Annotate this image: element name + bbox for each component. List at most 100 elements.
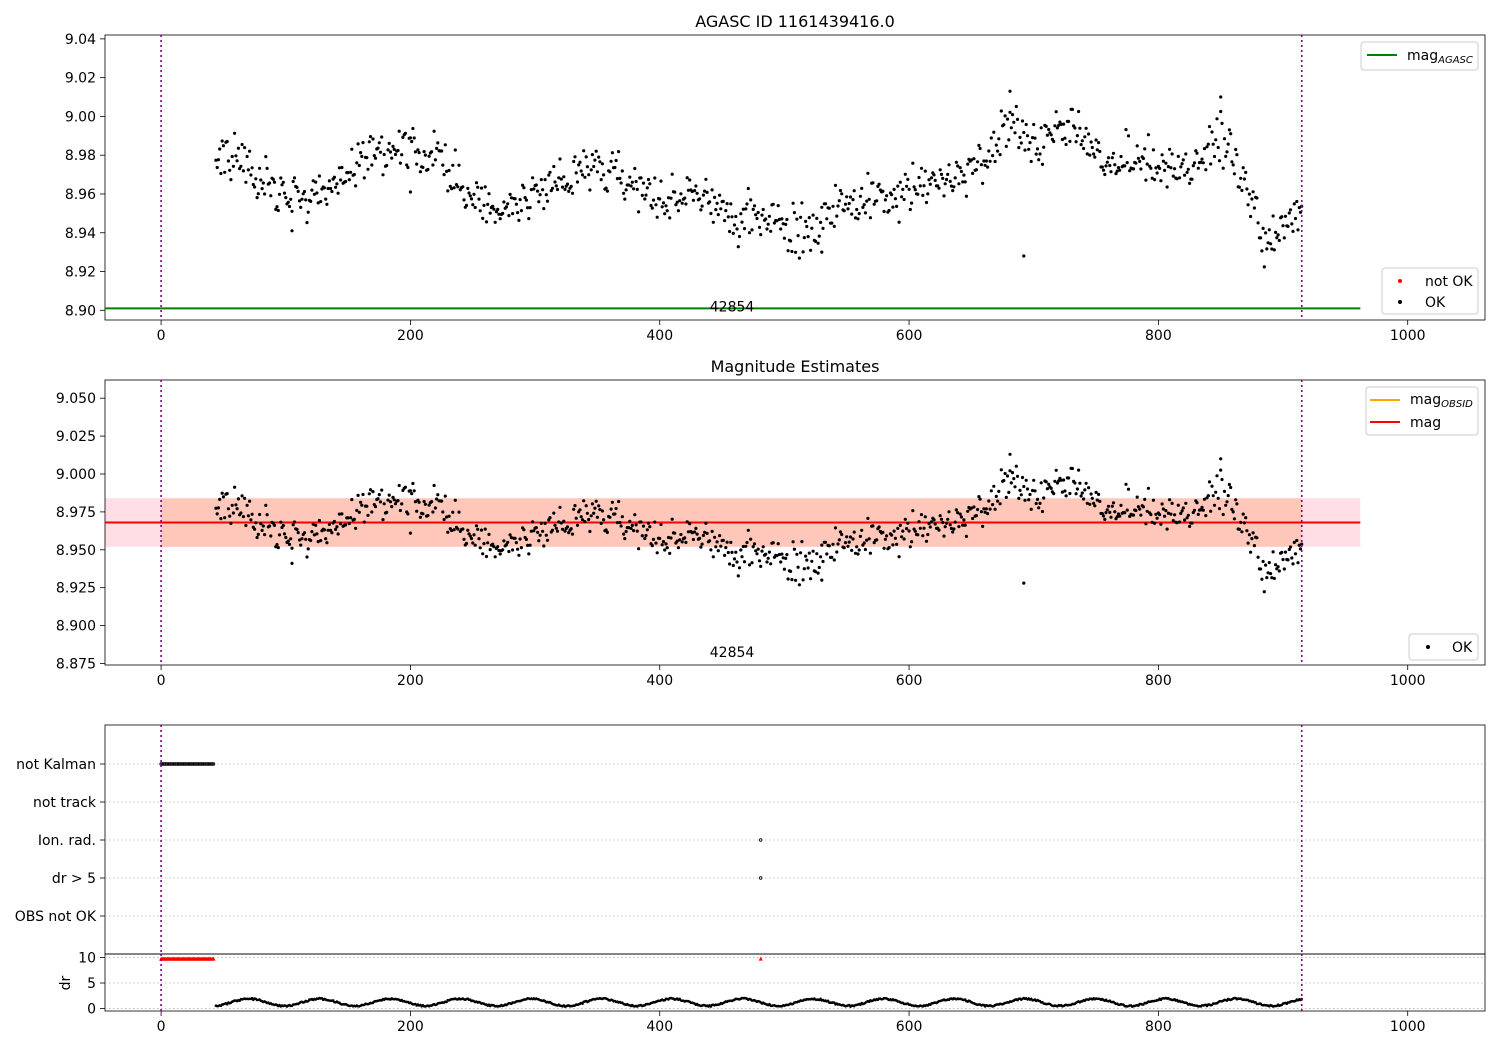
- ok-point: [701, 193, 706, 197]
- ok-point: [629, 184, 633, 188]
- ok-point: [974, 168, 979, 172]
- ok-point: [423, 502, 427, 506]
- ok-point: [522, 528, 526, 532]
- ok-point: [862, 203, 866, 207]
- ok-point: [246, 514, 250, 518]
- ok-point: [705, 190, 709, 194]
- ok-point: [634, 523, 638, 527]
- ok-point: [637, 210, 641, 214]
- ok-point: [1179, 165, 1183, 169]
- ok-point: [1291, 229, 1295, 233]
- ok-point: [491, 204, 495, 208]
- ok-point: [593, 506, 597, 510]
- ok-point: [680, 540, 684, 544]
- ok-point: [350, 147, 354, 151]
- ok-point: [875, 538, 879, 542]
- ok-point: [979, 163, 984, 167]
- ok-point: [1022, 130, 1026, 135]
- ok-point: [337, 512, 341, 516]
- ok-point: [1291, 562, 1295, 566]
- ok-point: [1194, 149, 1198, 153]
- ok-point: [1113, 510, 1117, 514]
- ok-point: [908, 545, 912, 549]
- ok-point: [236, 497, 240, 501]
- ok-point: [618, 176, 622, 180]
- ok-point: [474, 181, 479, 185]
- ok-point: [609, 159, 613, 163]
- ok-point: [516, 211, 520, 215]
- ok-point: [1217, 159, 1222, 163]
- ok-point: [281, 523, 285, 528]
- ok-point: [976, 160, 980, 164]
- ok-point: [1293, 216, 1298, 221]
- ok-point: [243, 496, 247, 500]
- ok-point: [911, 161, 915, 165]
- ok-point: [614, 506, 618, 511]
- ok-point: [575, 523, 580, 527]
- ok-point: [943, 182, 947, 186]
- ok-point: [300, 197, 304, 201]
- ok-point: [1184, 501, 1188, 505]
- ok-point: [1207, 480, 1212, 484]
- ok-point: [1204, 514, 1208, 518]
- ok-point: [349, 170, 353, 174]
- ok-point: [1064, 494, 1068, 498]
- ok-point: [885, 194, 889, 198]
- ok-point: [640, 534, 644, 538]
- ok-point: [518, 537, 522, 541]
- ok-point: [1028, 141, 1032, 145]
- ok-point: [653, 520, 657, 524]
- ok-point: [483, 527, 487, 531]
- ok-point: [287, 204, 292, 209]
- ok-point: [632, 187, 636, 191]
- ok-point: [554, 526, 558, 530]
- ok-point: [832, 224, 836, 228]
- ok-point: [214, 158, 218, 162]
- ok-point: [1055, 126, 1059, 130]
- ok-point: [1196, 166, 1200, 170]
- ok-point: [1242, 521, 1246, 525]
- ok-point: [1159, 522, 1163, 526]
- ok-point: [1077, 468, 1081, 472]
- ok-point: [597, 504, 601, 508]
- ok-point: [356, 142, 360, 146]
- agasc-x-tick-label: 400: [646, 328, 673, 344]
- ok-point: [661, 201, 666, 205]
- ok-point: [220, 491, 224, 495]
- ok-point: [988, 507, 992, 511]
- ok-point: [685, 520, 689, 524]
- ok-point: [1047, 127, 1051, 132]
- ok-point: [1092, 501, 1096, 505]
- ok-point: [469, 197, 474, 201]
- ok-point: [226, 507, 230, 511]
- ok-point: [1110, 504, 1114, 508]
- ok-point: [1084, 126, 1088, 130]
- ok-point: [779, 227, 783, 231]
- ok-point: [400, 153, 404, 157]
- ok-point: [1180, 162, 1184, 166]
- ok-point: [1013, 131, 1017, 135]
- ok-point: [744, 544, 748, 548]
- ok-point: [1053, 124, 1057, 128]
- ok-point: [1019, 493, 1023, 497]
- ok-point: [624, 529, 628, 534]
- ok-point: [1158, 166, 1162, 170]
- ok-point: [1079, 494, 1083, 498]
- ok-point: [1105, 160, 1109, 164]
- ok-point: [622, 191, 626, 195]
- ok-point: [1206, 494, 1210, 498]
- ok-point: [714, 208, 718, 212]
- ok-point: [1151, 498, 1155, 502]
- ok-point: [1246, 203, 1250, 207]
- ok-point: [315, 191, 319, 195]
- dr-high-marker: [758, 956, 763, 961]
- ok-point: [1118, 514, 1122, 518]
- ok-point: [860, 186, 864, 190]
- ok-point: [1164, 161, 1168, 165]
- ok-point: [946, 172, 950, 176]
- ok-point: [1151, 148, 1155, 152]
- ok-point: [416, 148, 420, 152]
- ok-point: [969, 506, 974, 510]
- ok-point: [639, 520, 643, 524]
- ok-point: [796, 234, 800, 238]
